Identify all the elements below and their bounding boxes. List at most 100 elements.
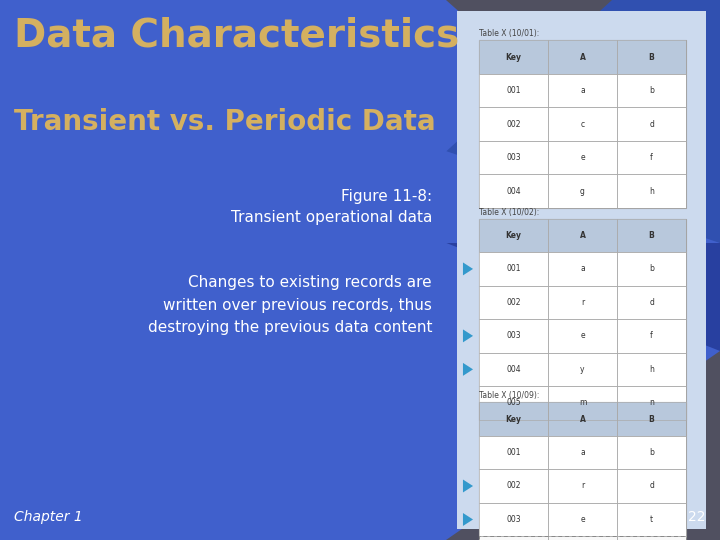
Text: b: b [649, 86, 654, 95]
Bar [479, 286, 686, 319]
Text: 001: 001 [506, 448, 521, 457]
Bar [617, 536, 686, 540]
Bar [617, 40, 686, 74]
Text: B: B [649, 53, 654, 62]
Bar [479, 174, 548, 208]
Bar [479, 219, 686, 420]
Bar [617, 107, 686, 141]
Bar [479, 469, 548, 503]
Text: a: a [580, 448, 585, 457]
Bar [479, 436, 686, 469]
Text: Chapter 1: Chapter 1 [14, 510, 83, 524]
Bar [479, 469, 686, 503]
Bar [479, 503, 686, 536]
Text: e: e [580, 153, 585, 162]
Bar [617, 74, 686, 107]
Polygon shape [463, 329, 473, 342]
Bar [479, 536, 686, 540]
Bar [479, 503, 548, 536]
Bar [617, 503, 686, 536]
Bar [479, 252, 548, 286]
Text: Key: Key [505, 415, 521, 423]
Bar [479, 40, 548, 74]
Bar [617, 386, 686, 420]
Bar [479, 252, 686, 286]
Text: B: B [649, 231, 654, 240]
Bar [617, 174, 686, 208]
Text: b: b [649, 448, 654, 457]
Text: 003: 003 [506, 515, 521, 524]
Text: Key: Key [505, 231, 521, 240]
Bar [479, 386, 686, 420]
Bar [479, 286, 548, 319]
Text: 002: 002 [506, 120, 521, 129]
Text: Transient vs. Periodic Data: Transient vs. Periodic Data [14, 108, 436, 136]
Bar [479, 536, 686, 540]
Text: f: f [650, 332, 653, 340]
Bar [479, 141, 548, 174]
Text: 001: 001 [506, 265, 521, 273]
Text: Table X (10/09):: Table X (10/09): [479, 391, 539, 400]
Bar [479, 74, 548, 107]
Bar [548, 141, 617, 174]
Bar [617, 252, 686, 286]
Bar [457, 11, 706, 529]
Text: f: f [650, 153, 653, 162]
Polygon shape [446, 243, 720, 351]
Text: h: h [649, 365, 654, 374]
Text: m: m [579, 399, 586, 407]
Text: a: a [580, 86, 585, 95]
Bar [479, 141, 686, 174]
Polygon shape [463, 513, 473, 526]
Text: A: A [580, 231, 585, 240]
Text: 002: 002 [506, 482, 521, 490]
Bar [479, 107, 686, 141]
Bar [548, 386, 617, 420]
Text: 004: 004 [506, 187, 521, 195]
Text: Key: Key [505, 53, 521, 62]
Text: Changes to existing records are
written over previous records, thus
destroying t: Changes to existing records are written … [148, 275, 432, 335]
Polygon shape [446, 0, 720, 243]
Bar [479, 219, 548, 252]
Text: 003: 003 [506, 153, 521, 162]
Bar [617, 286, 686, 319]
Text: Table X (10/02):: Table X (10/02): [479, 207, 539, 217]
Text: 22: 22 [688, 510, 706, 524]
Bar [617, 353, 686, 386]
Text: c: c [580, 120, 585, 129]
Text: h: h [649, 187, 654, 195]
Bar [479, 174, 686, 208]
Bar [548, 174, 617, 208]
Bar [479, 353, 686, 386]
Bar [548, 536, 617, 540]
Bar [548, 219, 617, 252]
Text: d: d [649, 298, 654, 307]
Bar [617, 469, 686, 503]
Bar [617, 319, 686, 353]
Text: A: A [580, 53, 585, 62]
Text: d: d [649, 120, 654, 129]
Bar [548, 319, 617, 353]
Text: A: A [580, 415, 585, 423]
Text: a: a [580, 265, 585, 273]
Text: 003: 003 [506, 332, 521, 340]
Text: d: d [649, 482, 654, 490]
Bar [479, 386, 548, 420]
Text: e: e [580, 332, 585, 340]
Bar [479, 536, 548, 540]
Polygon shape [463, 363, 473, 376]
Bar [479, 40, 686, 74]
Polygon shape [446, 351, 720, 540]
Text: e: e [580, 515, 585, 524]
Bar [479, 107, 548, 141]
Bar [479, 402, 686, 436]
Text: Data Characteristics: Data Characteristics [14, 16, 459, 54]
Polygon shape [463, 480, 473, 492]
Text: Table X (10/01):: Table X (10/01): [479, 29, 539, 38]
Text: r: r [581, 482, 584, 490]
Text: 004: 004 [506, 365, 521, 374]
Bar [479, 319, 548, 353]
Text: t: t [650, 515, 653, 524]
Bar [548, 402, 617, 436]
Bar [548, 286, 617, 319]
